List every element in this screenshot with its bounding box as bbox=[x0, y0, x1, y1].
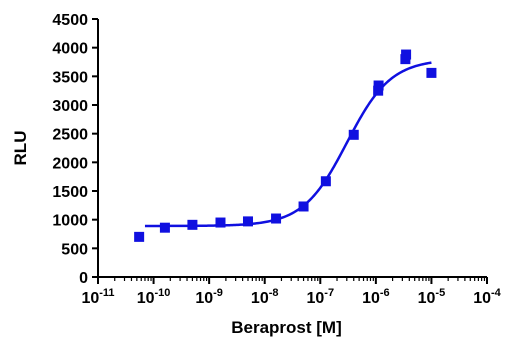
data-point bbox=[298, 201, 309, 212]
data-point bbox=[426, 67, 437, 78]
y-tick-label: 1000 bbox=[52, 213, 88, 230]
fit-curve bbox=[144, 61, 432, 228]
data-point bbox=[320, 176, 331, 187]
data-point bbox=[215, 217, 226, 228]
data-points bbox=[134, 49, 437, 242]
y-tick-label: 3000 bbox=[52, 98, 88, 115]
data-point bbox=[348, 129, 359, 140]
y-tick-label: 4000 bbox=[52, 41, 88, 58]
data-point bbox=[159, 222, 170, 233]
x-tick-label: 10-11 bbox=[81, 287, 114, 307]
x-tick-label: 10-4 bbox=[473, 287, 501, 307]
data-point bbox=[271, 213, 282, 224]
x-tick-label: 10-5 bbox=[418, 287, 446, 307]
y-tick-label: 1500 bbox=[52, 184, 88, 201]
data-point bbox=[373, 80, 384, 91]
x-tick-label: 10-10 bbox=[137, 287, 171, 307]
axes bbox=[97, 19, 487, 278]
x-tick-label: 10-6 bbox=[362, 287, 390, 307]
y-tick-label: 2000 bbox=[52, 155, 88, 172]
x-axis-ticks: 10-11 10-10 10-9 10-8 10-7 10-6 10-5 10-4 bbox=[81, 277, 502, 307]
data-point bbox=[242, 216, 253, 227]
data-point bbox=[401, 49, 412, 60]
x-tick-label: 10-9 bbox=[195, 287, 223, 307]
x-axis-title: Beraprost [M] bbox=[231, 318, 342, 337]
x-tick-label: 10-7 bbox=[306, 287, 334, 307]
y-axis-ticks: 0 500 1000 1500 2000 2500 3000 3500 4000 4500 bbox=[52, 12, 98, 287]
x-tick-label: 10-8 bbox=[251, 287, 279, 307]
y-tick-label: 500 bbox=[61, 241, 88, 258]
y-tick-label: 4500 bbox=[52, 12, 88, 29]
data-point bbox=[373, 85, 384, 96]
data-point bbox=[134, 231, 145, 242]
y-tick-label: 0 bbox=[79, 270, 88, 287]
y-axis-title: RLU bbox=[11, 131, 30, 166]
data-point bbox=[187, 219, 198, 230]
y-tick-label: 3500 bbox=[52, 69, 88, 86]
y-tick-label: 2500 bbox=[52, 127, 88, 144]
